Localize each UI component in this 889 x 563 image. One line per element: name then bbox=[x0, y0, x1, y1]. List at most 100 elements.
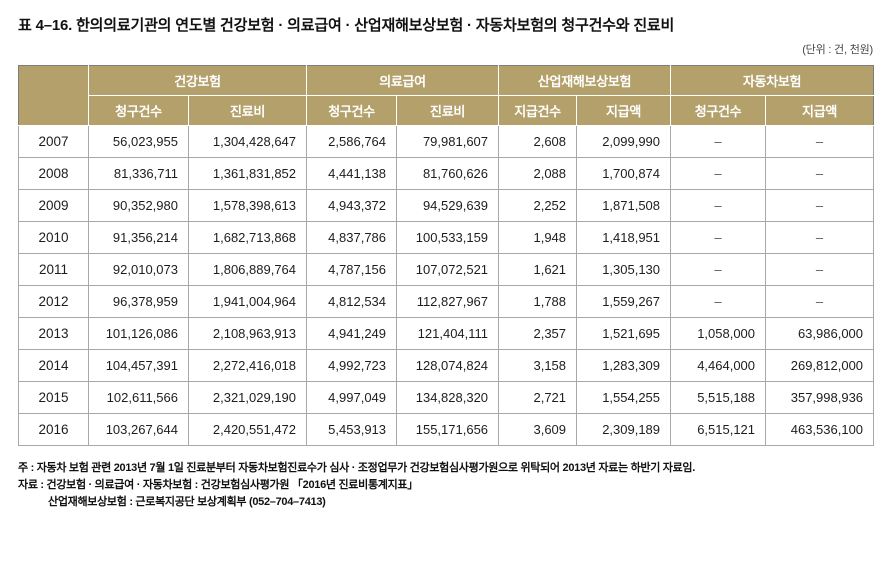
corner-cell bbox=[18, 65, 89, 126]
subcol-header: 청구건수 bbox=[670, 95, 767, 126]
value-cell: 4,812,534 bbox=[306, 285, 398, 318]
value-cell: – bbox=[670, 125, 767, 158]
value-cell: 2,252 bbox=[498, 189, 578, 222]
year-cell: 2008 bbox=[18, 157, 89, 190]
value-cell: 1,305,130 bbox=[576, 253, 672, 286]
value-cell: 4,997,049 bbox=[306, 381, 398, 414]
value-cell: 1,871,508 bbox=[576, 189, 672, 222]
value-cell: 357,998,936 bbox=[765, 381, 875, 414]
value-cell: 155,171,656 bbox=[396, 413, 500, 446]
value-cell: 3,158 bbox=[498, 349, 578, 382]
value-cell: 112,827,967 bbox=[396, 285, 500, 318]
value-cell: 2,357 bbox=[498, 317, 578, 350]
table-body: 2007 56,023,955 1,304,428,647 2,586,764 79,9… bbox=[18, 125, 875, 446]
value-cell: 4,941,249 bbox=[306, 317, 398, 350]
value-cell: 6,515,121 bbox=[670, 413, 767, 446]
year-cell: 2013 bbox=[18, 317, 89, 350]
table-row: 2012 96,378,959 1,941,004,964 4,812,534 112,… bbox=[18, 285, 875, 318]
value-cell: 2,321,029,190 bbox=[187, 381, 308, 414]
subcol-header: 지급액 bbox=[765, 95, 875, 126]
year-cell: 2010 bbox=[18, 221, 89, 254]
value-cell: 81,336,711 bbox=[88, 157, 189, 190]
value-cell: 2,586,764 bbox=[306, 125, 398, 158]
group-header-industrial-accident: 산업재해보상보험 bbox=[498, 65, 672, 96]
value-cell: 463,536,100 bbox=[765, 413, 875, 446]
value-cell: 1,304,428,647 bbox=[187, 125, 308, 158]
table-row: 2008 81,336,711 1,361,831,852 4,441,138 81,7… bbox=[18, 157, 875, 190]
subcol-header: 진료비 bbox=[396, 95, 500, 126]
value-cell: 2,088 bbox=[498, 157, 578, 190]
value-cell: 104,457,391 bbox=[88, 349, 189, 382]
value-cell: 92,010,073 bbox=[88, 253, 189, 286]
value-cell: – bbox=[670, 157, 767, 190]
table-row: 2014 104,457,391 2,272,416,018 4,992,723 128… bbox=[18, 349, 875, 382]
value-cell: 56,023,955 bbox=[88, 125, 189, 158]
value-cell: 3,609 bbox=[498, 413, 578, 446]
value-cell: 1,788 bbox=[498, 285, 578, 318]
value-cell: 2,272,416,018 bbox=[187, 349, 308, 382]
value-cell: 269,812,000 bbox=[765, 349, 875, 382]
unit-note: (단위 : 건, 천원) bbox=[802, 44, 873, 56]
value-cell: 2,608 bbox=[498, 125, 578, 158]
value-cell: – bbox=[765, 285, 875, 318]
value-cell: 1,621 bbox=[498, 253, 578, 286]
value-cell: 1,554,255 bbox=[576, 381, 672, 414]
value-cell: 96,378,959 bbox=[88, 285, 189, 318]
value-cell: – bbox=[670, 221, 767, 254]
value-cell: 1,948 bbox=[498, 221, 578, 254]
value-cell: 94,529,639 bbox=[396, 189, 500, 222]
year-cell: 2016 bbox=[18, 413, 89, 446]
value-cell: 4,943,372 bbox=[306, 189, 398, 222]
value-cell: 4,464,000 bbox=[670, 349, 767, 382]
value-cell: 1,578,398,613 bbox=[187, 189, 308, 222]
value-cell: 1,700,874 bbox=[576, 157, 672, 190]
value-cell: 2,721 bbox=[498, 381, 578, 414]
value-cell: 1,058,000 bbox=[670, 317, 767, 350]
year-cell: 2014 bbox=[18, 349, 89, 382]
value-cell: 1,361,831,852 bbox=[187, 157, 308, 190]
value-cell: – bbox=[765, 189, 875, 222]
value-cell: 1,521,695 bbox=[576, 317, 672, 350]
value-cell: 4,441,138 bbox=[306, 157, 398, 190]
value-cell: 1,283,309 bbox=[576, 349, 672, 382]
table-row: 2009 90,352,980 1,578,398,613 4,943,372 94,5… bbox=[18, 189, 875, 222]
table-title: 표 4–16. 한의의료기관의 연도별 건강보험 · 의료급여 · 산업재해보상… bbox=[18, 17, 675, 34]
value-cell: – bbox=[765, 221, 875, 254]
value-cell: 102,611,566 bbox=[88, 381, 189, 414]
value-cell: 2,309,189 bbox=[576, 413, 672, 446]
year-cell: 2011 bbox=[18, 253, 89, 286]
value-cell: 5,453,913 bbox=[306, 413, 398, 446]
subcol-header: 지급건수 bbox=[498, 95, 578, 126]
footnote-note: 주 : 자동차 보험 관련 2013년 7월 1일 진료분부터 자동차보험진료수… bbox=[18, 462, 696, 474]
value-cell: 2,099,990 bbox=[576, 125, 672, 158]
year-cell: 2015 bbox=[18, 381, 89, 414]
subcol-header: 지급액 bbox=[576, 95, 672, 126]
table-row: 2013 101,126,086 2,108,963,913 4,941,249 121… bbox=[18, 317, 875, 350]
value-cell: 1,682,713,868 bbox=[187, 221, 308, 254]
footnote-source-1: 자료 : 건강보험 · 의료급여 · 자동차보험 : 건강보험심사평가원 「20… bbox=[18, 479, 418, 492]
year-cell: 2007 bbox=[18, 125, 89, 158]
value-cell: 5,515,188 bbox=[670, 381, 767, 414]
data-table: 건강보험 의료급여 산업재해보상보험 자동차보험 청구건수 진료비 청구건수 진… bbox=[18, 65, 875, 446]
table-row: 2007 56,023,955 1,304,428,647 2,586,764 79,9… bbox=[18, 125, 875, 158]
footnotes: 주 : 자동차 보험 관련 2013년 7월 1일 진료분부터 자동차보험진료수… bbox=[18, 460, 873, 511]
value-cell: 4,837,786 bbox=[306, 221, 398, 254]
table-row: 2016 103,267,644 2,420,551,472 5,453,913 155… bbox=[18, 413, 875, 446]
value-cell: 103,267,644 bbox=[88, 413, 189, 446]
table-row: 2015 102,611,566 2,321,029,190 4,997,049 134… bbox=[18, 381, 875, 414]
value-cell: – bbox=[670, 285, 767, 318]
value-cell: 101,126,086 bbox=[88, 317, 189, 350]
year-cell: 2012 bbox=[18, 285, 89, 318]
value-cell: – bbox=[765, 253, 875, 286]
value-cell: 79,981,607 bbox=[396, 125, 500, 158]
value-cell: 90,352,980 bbox=[88, 189, 189, 222]
value-cell: 100,533,159 bbox=[396, 221, 500, 254]
value-cell: 107,072,521 bbox=[396, 253, 500, 286]
value-cell: 1,941,004,964 bbox=[187, 285, 308, 318]
subcol-header: 청구건수 bbox=[88, 95, 189, 126]
value-cell: 128,074,824 bbox=[396, 349, 500, 382]
year-cell: 2009 bbox=[18, 189, 89, 222]
value-cell: 1,418,951 bbox=[576, 221, 672, 254]
footnote-source-2: 산업재해보상보험 : 근로복지공단 보상계획부 (052–704–7413) bbox=[48, 496, 326, 509]
subcol-header: 진료비 bbox=[187, 95, 308, 126]
